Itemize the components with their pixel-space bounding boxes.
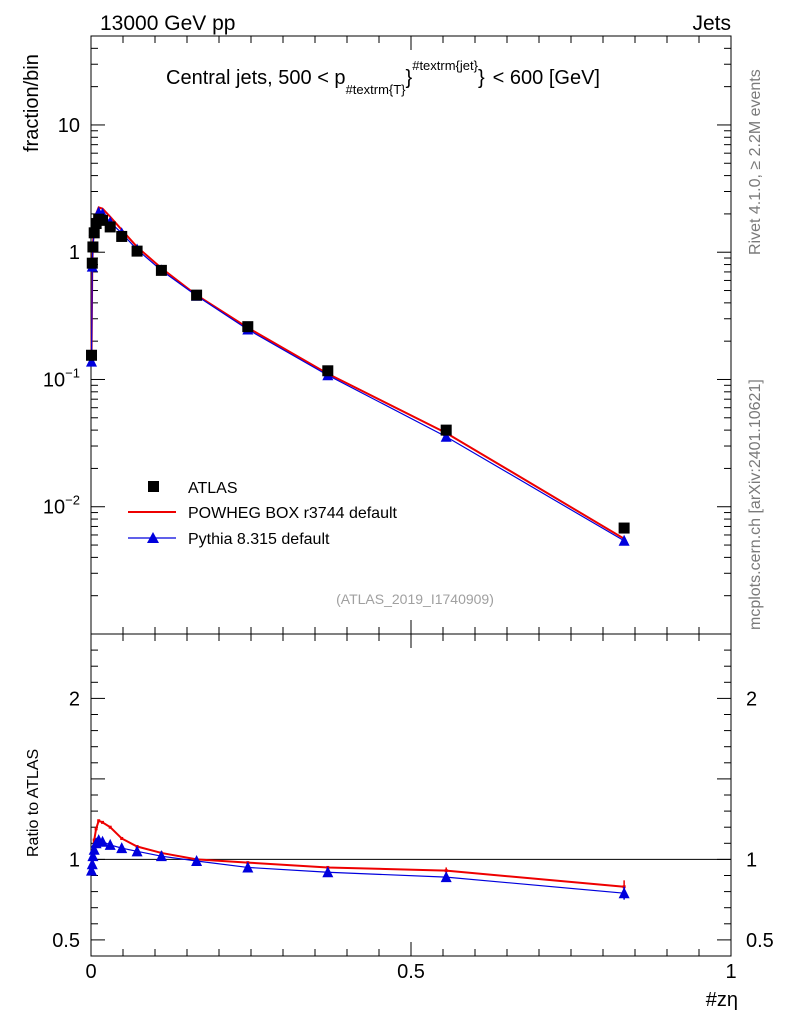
main-y-tick-label: 10−1 <box>43 365 80 391</box>
atlas-data-point <box>191 289 203 301</box>
ratio-y-tick-label-left: 0.5 <box>52 930 80 952</box>
atlas-data-point <box>86 257 98 269</box>
pythia-ratio-point <box>87 850 99 862</box>
title-subscript: #textrm{T} <box>346 82 407 97</box>
ratio-y-tick-label-right: 2 <box>746 688 757 710</box>
atlas-data-point <box>242 321 254 333</box>
legend-powheg-label: POWHEG BOX r3744 default <box>188 505 398 522</box>
title-suffix: < 600 [GeV] <box>493 67 600 89</box>
pythia-point <box>86 355 98 367</box>
main-plot-frame <box>90 35 732 635</box>
powheg-ratio-point <box>120 836 124 840</box>
pythia-ratio-point <box>97 835 109 847</box>
title-main: Central jets, 500 < p <box>166 67 346 89</box>
main-y-axis-label: fraction/bin <box>21 54 43 152</box>
ratio-x-tick-label: 0.5 <box>397 961 425 983</box>
x-axis-label: #zη <box>706 989 738 1011</box>
atlas-data-point <box>88 227 100 239</box>
atlas-data-point <box>86 349 98 361</box>
pythia-ratio-point <box>86 858 98 870</box>
ratio-y-tick-label-right: 1 <box>746 849 757 871</box>
main-y-tick-label: 1 <box>69 242 80 264</box>
pythia-curve <box>90 211 625 542</box>
pythia-ratio-point <box>116 842 128 854</box>
pythia-point <box>618 534 630 546</box>
main-series-group <box>86 206 630 546</box>
legend: ATLAS POWHEG BOX r3744 default Pythia 8.… <box>128 480 398 548</box>
title-brace: } <box>406 67 413 89</box>
powheg-ratio-curve <box>90 819 625 888</box>
analysis-id-watermark: (ATLAS_2019_I1740909) <box>336 591 494 607</box>
ratio-x-tick-label: 1 <box>725 961 736 983</box>
pythia-point <box>440 430 452 442</box>
pythia-ratio-point <box>440 871 452 883</box>
main-x-ticks <box>90 36 732 634</box>
ratio-plot-frame <box>90 633 732 957</box>
rivet-version-label: Rivet 4.1.0, ≥ 2.2M events <box>747 69 764 255</box>
atlas-data-point <box>155 264 167 276</box>
pythia-ratio-point <box>191 855 203 867</box>
atlas-data-point <box>116 230 128 242</box>
pythia-ratio-point <box>104 838 116 850</box>
main-y-tick-label: 10 <box>58 115 80 137</box>
powheg-ratio-point <box>92 838 96 842</box>
powheg-ratio-point <box>444 869 448 873</box>
legend-pythia-marker <box>147 532 159 543</box>
main-y-ticks: 10 1 10−1 10−2 <box>43 35 731 635</box>
pythia-ratio-point <box>618 887 630 899</box>
title-brace-close: } <box>478 67 485 89</box>
ratio-y-tick-label-left: 1 <box>69 849 80 871</box>
legend-pythia-label: Pythia 8.315 default <box>188 531 330 548</box>
atlas-data-point <box>618 522 630 534</box>
energy-label: 13000 GeV pp <box>100 12 235 35</box>
powheg-ratio-point <box>101 820 105 824</box>
ratio-y-tick-label-left: 2 <box>69 688 80 710</box>
jets-label: Jets <box>692 12 731 35</box>
ratio-y-axis-label: Ratio to ATLAS <box>25 749 42 857</box>
atlas-data-point <box>322 365 334 377</box>
atlas-data-point <box>87 241 99 253</box>
legend-atlas-marker <box>148 481 159 492</box>
pythia-ratio-point <box>88 843 100 855</box>
pythia-ratio-point <box>86 864 98 876</box>
legend-atlas-label: ATLAS <box>188 480 238 497</box>
pythia-ratio-point <box>242 861 254 873</box>
atlas-data-point <box>97 214 109 226</box>
main-y-tick-label: 10−2 <box>43 493 80 519</box>
powheg-curve <box>90 206 625 540</box>
pythia-ratio-point <box>131 845 143 857</box>
ratio-y-tick-label-right: 0.5 <box>746 930 774 952</box>
ratio-series-group <box>86 819 630 900</box>
pythia-ratio-curve <box>90 839 625 894</box>
powheg-ratio-point <box>108 825 112 829</box>
atlas-data-point <box>104 221 116 233</box>
plot-title: Central jets, 500 < p#textrm{T}}#textrm{… <box>166 58 600 97</box>
pythia-ratio-point <box>155 850 167 862</box>
powheg-ratio-point <box>94 827 98 831</box>
pythia-ratio-point <box>322 866 334 878</box>
atlas-data-point <box>131 245 143 257</box>
ratio-y-ticks: 2 2 1 1 0.5 0.5 <box>52 633 774 957</box>
ratio-x-ticks: 0 0.5 1 <box>85 634 737 983</box>
ratio-x-tick-label: 0 <box>85 961 96 983</box>
powheg-ratio-point <box>97 819 101 823</box>
title-superscript: #textrm{jet} <box>412 58 478 73</box>
atlas-data-point <box>440 424 452 436</box>
mcplots-label: mcplots.cern.ch [arXiv:2401.10621] <box>747 379 764 630</box>
